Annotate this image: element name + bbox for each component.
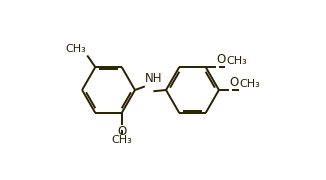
Text: CH₃: CH₃ bbox=[65, 44, 86, 54]
Text: O: O bbox=[117, 125, 126, 138]
Text: CH₃: CH₃ bbox=[111, 135, 132, 145]
Text: NH: NH bbox=[145, 72, 163, 85]
Text: O: O bbox=[216, 53, 226, 66]
Text: CH₃: CH₃ bbox=[239, 79, 260, 89]
Text: O: O bbox=[230, 76, 239, 89]
Text: CH₃: CH₃ bbox=[226, 56, 247, 66]
